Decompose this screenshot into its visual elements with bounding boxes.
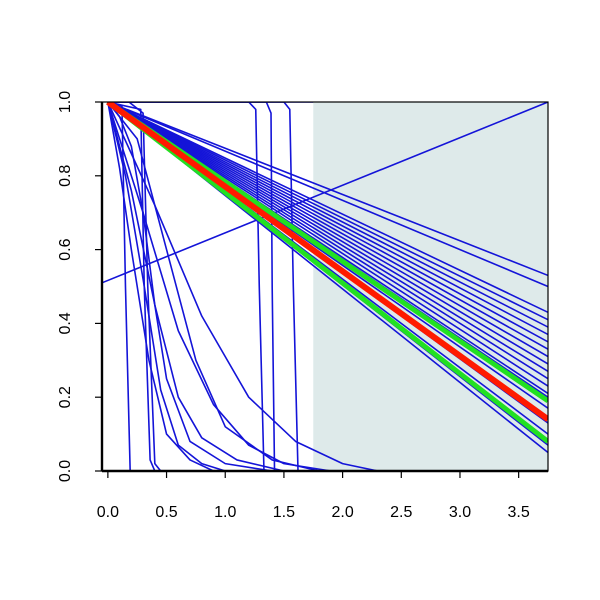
- x-tick-label: 2.0: [331, 504, 353, 521]
- blue-series-line-8: [107, 102, 320, 471]
- y-tick-label: 0.4: [57, 312, 74, 334]
- blue-series-line-9: [107, 102, 273, 471]
- blue-series-line-20: [107, 102, 548, 336]
- blue-series-line-15: [107, 102, 548, 277]
- y-tick-label: 0.8: [57, 165, 74, 187]
- x-tick-label: 1.5: [273, 504, 295, 521]
- blue-series-line-19: [107, 102, 548, 328]
- blue-series-line-12: [107, 102, 299, 471]
- blue-series-line-21: [107, 102, 548, 343]
- blue-series-line-3: [107, 102, 226, 471]
- blue-series-line-26: [107, 102, 548, 380]
- blue-series-line-23: [107, 102, 548, 358]
- blue-series-line-11: [107, 102, 276, 471]
- x-tick-label: 3.0: [449, 504, 471, 521]
- blue-series-line-4: [107, 102, 214, 471]
- x-tick-label: 0.0: [97, 504, 119, 521]
- blue-series-line-22: [107, 102, 548, 350]
- x-tick-label: 2.5: [390, 504, 412, 521]
- red-series-line-35: [106, 102, 548, 422]
- blue-series-line-0: [107, 102, 131, 471]
- blue-series-line-16: [107, 102, 548, 288]
- y-tick-label: 0.6: [57, 238, 74, 260]
- blue-series-line-1: [107, 102, 162, 471]
- blue-series-line-18: [107, 102, 548, 321]
- blue-series-line-10: [107, 102, 265, 471]
- x-tick-label: 0.5: [155, 504, 177, 521]
- blue-series-line-17: [107, 102, 548, 314]
- blue-series-line-25: [107, 102, 548, 373]
- x-tick-label: 3.5: [508, 504, 530, 521]
- y-tick-label: 0.0: [57, 460, 74, 482]
- blue-series-line-24: [107, 102, 548, 365]
- y-tick-label: 1.0: [57, 91, 74, 113]
- y-tick-label: 0.2: [57, 386, 74, 408]
- x-tick-label: 1.0: [214, 504, 236, 521]
- blue-series-line-5: [107, 102, 285, 471]
